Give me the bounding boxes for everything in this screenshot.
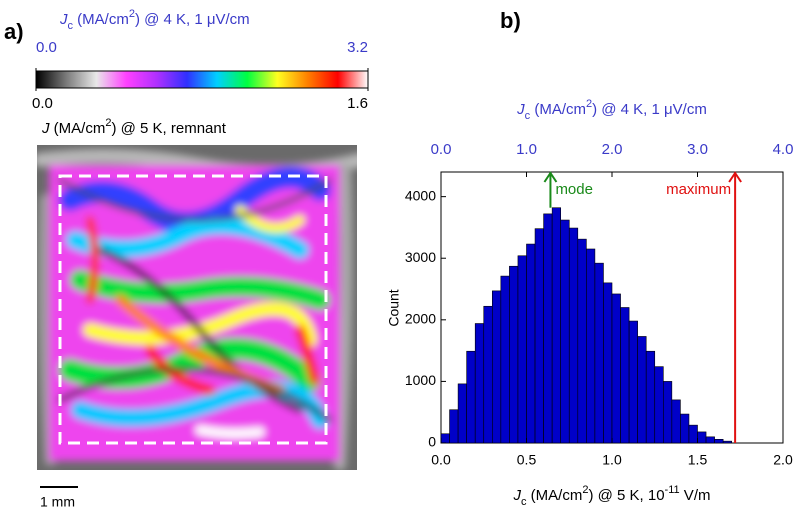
colorbar-tick-label: 1.6: [347, 95, 368, 112]
histogram-bar: [543, 213, 553, 444]
label-part: ) @ 5 K, remnant: [111, 120, 226, 137]
histogram-bar: [680, 413, 690, 444]
axis-label: J (MA/cm2) @ 5 K, remnant: [41, 117, 227, 137]
y-tick-label: 4000: [405, 187, 436, 203]
histogram-bar: [568, 227, 579, 444]
histogram-bar: [560, 219, 570, 444]
histogram-bar: [500, 275, 510, 444]
histogram-bar: [697, 431, 707, 444]
label-part: c: [68, 20, 74, 32]
histogram-bar: [517, 255, 527, 444]
axis-label: Jc (MA/cm2) @ 5 K, 10-11 V/m: [513, 484, 711, 508]
histogram-bar: [671, 399, 681, 444]
label-part: c: [521, 496, 527, 508]
histogram-bar: [483, 305, 493, 444]
axis-label: Jc (MA/cm2) @ 4 K, 1 μV/cm: [516, 98, 707, 122]
histogram-bar: [714, 439, 724, 444]
label-part: ) @ 4 K, 1 μV/cm: [135, 11, 250, 28]
histogram-bar: [637, 336, 647, 444]
panel-label: b): [500, 8, 521, 33]
y-tick-label: 0: [428, 434, 436, 450]
histogram-bar: [440, 433, 450, 444]
label-part: 2: [582, 484, 588, 496]
label-part: 2: [586, 98, 592, 110]
label-part: (MA/cm: [73, 11, 129, 28]
histogram-bar: [526, 243, 536, 444]
x2-tick-label: 3.0: [687, 141, 708, 158]
histogram-bar: [577, 238, 587, 444]
histogram-bar: [449, 409, 459, 444]
label-part: ) @ 4 K, 1 μV/cm: [592, 101, 707, 118]
histogram-bar: [534, 228, 544, 444]
colorbar-tick-label: 3.2: [347, 39, 368, 56]
label-part: V/m: [680, 487, 711, 504]
label-part: c: [525, 110, 531, 122]
histogram-bar: [509, 265, 519, 444]
annotation-label: maximum: [666, 181, 731, 198]
label-part: (MA/cm: [50, 120, 106, 137]
histogram-bar: [611, 293, 621, 444]
colorbar-tick-label: 0.0: [36, 39, 57, 56]
histogram-bar: [620, 307, 630, 444]
label-part: J: [59, 11, 68, 28]
x2-tick-label: 2.0: [602, 141, 623, 158]
colorbar: [35, 70, 369, 89]
histogram-bar: [474, 323, 485, 444]
annotation-arrowhead: [543, 171, 558, 183]
label-part: (MA/cm: [530, 101, 586, 118]
label-part: 2: [129, 8, 135, 20]
x-tick-label: 1.5: [688, 452, 708, 468]
histogram-bar: [662, 381, 673, 444]
current-map: [37, 145, 357, 470]
annotation-label: mode: [555, 181, 593, 198]
histogram-bar: [654, 366, 664, 444]
histogram-bar: [491, 290, 502, 444]
y-tick-label: 1000: [405, 372, 436, 388]
axis-label: Jc (MA/cm2) @ 4 K, 1 μV/cm: [59, 8, 250, 32]
colorbar-tick-label: 0.0: [32, 95, 53, 112]
label-part: J: [513, 487, 522, 504]
histogram-bar: [645, 350, 656, 444]
scale-bar-label: 1 mm: [40, 494, 75, 510]
histogram-bar: [586, 248, 596, 444]
histogram-bar: [628, 320, 638, 444]
histogram-bar: [466, 350, 476, 444]
label-part: 2: [105, 117, 111, 129]
x-tick-label: 0.0: [431, 452, 451, 468]
x2-tick-label: 1.0: [516, 141, 537, 158]
histogram-bar: [722, 440, 733, 444]
histogram-bar: [705, 436, 715, 444]
panel-label: a): [4, 19, 24, 44]
histogram-bar: [551, 207, 562, 444]
histogram-bar: [603, 282, 613, 444]
x2-tick-label: 4.0: [773, 141, 794, 158]
histogram-bar: [594, 262, 604, 444]
x-tick-label: 0.5: [517, 452, 537, 468]
x-tick-label: 2.0: [773, 452, 793, 468]
label-part: (MA/cm: [527, 487, 583, 504]
label-part: -11: [665, 484, 680, 496]
label-part: J: [41, 120, 50, 137]
annotation-arrowhead: [728, 171, 742, 183]
histogram-bar: [688, 424, 698, 444]
y-tick-label: 2000: [405, 311, 436, 327]
label-part: ) @ 5 K, 10: [588, 487, 664, 504]
x2-tick-label: 0.0: [431, 141, 452, 158]
label-part: J: [516, 101, 525, 118]
y-axis-label: Count: [386, 289, 402, 326]
y-tick-label: 3000: [405, 249, 436, 265]
histogram-bar: [457, 383, 467, 444]
x-tick-label: 1.0: [602, 452, 622, 468]
